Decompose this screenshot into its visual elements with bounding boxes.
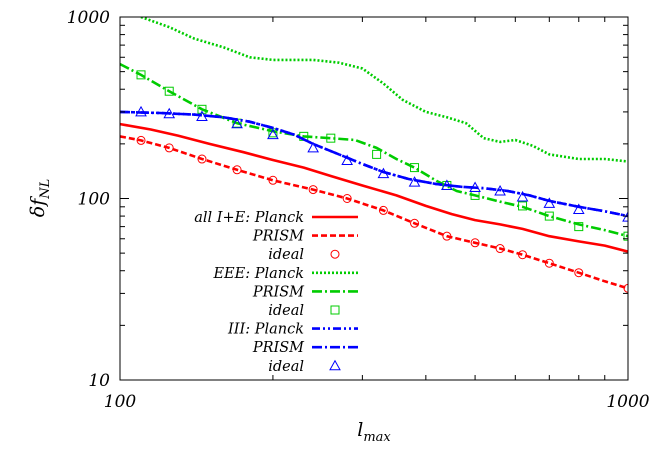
data-point (268, 175, 278, 185)
legend-item: all I+E: Planck (194, 210, 358, 226)
series-line (120, 110, 628, 218)
series-3 (140, 17, 628, 163)
series-line (120, 135, 628, 290)
legend-item: ideal (268, 359, 341, 375)
x-axis-label-sub: max (363, 430, 391, 445)
series-line (120, 122, 628, 253)
data-point (342, 194, 352, 203)
legend-item: EEE: Planck (212, 266, 358, 282)
ticks-layer (119, 16, 629, 381)
legend-label: ideal (268, 303, 304, 319)
data-point (377, 167, 390, 179)
data-point (136, 135, 146, 145)
legend-item: PRISM (252, 229, 358, 245)
y-axis-label: δfNL (27, 179, 53, 218)
series-5 (136, 70, 628, 241)
data-point (469, 181, 481, 192)
legend-label: PRISM (252, 229, 305, 245)
data-point (408, 176, 421, 187)
series-1 (120, 135, 628, 290)
data-point (495, 244, 505, 254)
y-axis-label-sub: NL (38, 179, 53, 200)
legend-item: PRISM (252, 340, 358, 356)
y-axis-label-main: δf (27, 196, 49, 217)
data-point (574, 222, 584, 232)
series-layer (120, 17, 628, 293)
data-point (470, 238, 480, 248)
data-point (574, 268, 584, 278)
legend-label: PRISM (252, 340, 305, 356)
series-2 (136, 135, 628, 293)
data-point (441, 179, 453, 190)
legend-item: III: Planck (227, 322, 358, 338)
data-point (164, 143, 174, 153)
data-point (197, 154, 207, 164)
data-point (163, 107, 176, 119)
data-point (572, 203, 585, 214)
legend-item: ideal (268, 303, 340, 319)
legend-marker (330, 249, 340, 259)
y-tick-label: 100 (78, 190, 111, 210)
series-4 (120, 62, 628, 238)
data-point (196, 110, 208, 122)
legend-label: ideal (268, 247, 304, 263)
series-6 (120, 110, 628, 218)
legend-label: III: Planck (227, 322, 304, 338)
data-point (494, 184, 506, 196)
series-line (120, 110, 628, 218)
data-point (378, 205, 388, 215)
series-line (120, 62, 628, 238)
x-tick-label: 100 (104, 392, 137, 412)
data-point (197, 104, 207, 114)
legend-item: PRISM (252, 284, 358, 300)
data-point (410, 218, 420, 228)
x-axis-label: lmax (357, 419, 391, 445)
x-tick-label: 1000 (606, 392, 649, 412)
x-axis-label-main: l (357, 419, 363, 441)
y-tick-label: 1000 (67, 8, 110, 28)
data-point (164, 86, 174, 96)
data-point (307, 141, 319, 153)
legend-marker (329, 359, 341, 371)
data-point (543, 197, 556, 208)
data-point (623, 231, 628, 241)
series-line (140, 17, 628, 163)
data-point (410, 163, 420, 173)
data-point (518, 201, 528, 211)
series-7 (120, 110, 628, 218)
data-point (326, 133, 336, 143)
data-point (267, 128, 279, 140)
legend-item: ideal (268, 247, 340, 263)
data-point (442, 231, 452, 241)
legend-marker (330, 305, 340, 315)
data-point (518, 250, 528, 260)
data-point (623, 283, 628, 293)
data-point (232, 165, 242, 175)
data-point (372, 149, 382, 159)
legend-label: EEE: Planck (212, 266, 304, 282)
legend: all I+E: Planck PRISM ideal EEE: Planck PRIS… (194, 210, 358, 375)
legend-label: all I+E: Planck (194, 210, 304, 226)
data-point (135, 105, 147, 117)
y-tick-label: 10 (88, 371, 110, 391)
data-point (231, 117, 243, 129)
data-point (544, 258, 554, 268)
legend-label: ideal (268, 359, 304, 375)
data-point (341, 154, 354, 165)
plot-frame (119, 16, 629, 381)
data-point (516, 190, 529, 202)
data-point (308, 185, 318, 195)
data-point (136, 70, 146, 80)
data-point (544, 211, 554, 221)
series-0 (120, 122, 628, 253)
legend-label: PRISM (252, 284, 305, 300)
